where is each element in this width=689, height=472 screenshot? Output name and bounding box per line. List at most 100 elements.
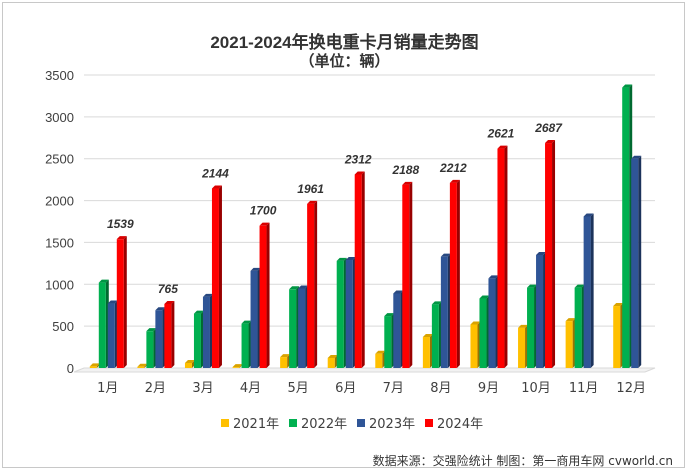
legend-swatch: [289, 419, 297, 427]
bar-top: [298, 285, 309, 289]
bar-side: [218, 185, 222, 368]
x-tick-label: 4月: [240, 381, 261, 396]
x-tick-label: 3月: [192, 381, 213, 396]
bar: [336, 260, 344, 368]
chart-floor: [73, 367, 656, 373]
x-tick-label: 5月: [287, 381, 308, 396]
bar: [470, 324, 478, 368]
bar: [250, 270, 258, 368]
bar: [232, 367, 240, 368]
bar-top: [527, 284, 538, 288]
bar-top: [583, 213, 594, 217]
bar: [479, 298, 487, 368]
bar-top: [146, 328, 157, 332]
bar: [307, 203, 315, 368]
bar: [583, 216, 591, 368]
bar-side: [361, 171, 365, 368]
bar-top: [289, 286, 300, 290]
bar: [155, 310, 163, 368]
x-tick-label: 7月: [383, 381, 404, 396]
bar-top: [497, 145, 508, 149]
bar: [527, 287, 535, 368]
bar-top: [250, 267, 261, 271]
bar: [631, 158, 639, 368]
bar-top: [137, 363, 148, 367]
legend-swatch: [221, 419, 229, 427]
legend-label: 2021年: [233, 417, 279, 432]
bar: [354, 174, 362, 368]
bar: [107, 303, 115, 368]
x-tick-label: 8月: [430, 381, 451, 396]
bar: [184, 362, 192, 368]
bar: [89, 366, 97, 368]
bar-top: [431, 301, 442, 305]
bar-top: [259, 222, 270, 226]
y-tick-label: 500: [52, 319, 74, 334]
bar-top: [470, 321, 481, 325]
bar-top: [232, 364, 243, 368]
bar: [280, 357, 288, 368]
bar-top: [354, 171, 365, 175]
bar-top: [89, 363, 100, 367]
data-label: 1539: [107, 217, 134, 231]
bar-top: [211, 185, 222, 189]
chart-subtitle: （单位：辆）: [299, 53, 390, 70]
bar-side: [171, 300, 175, 368]
bar: [402, 184, 410, 368]
bar-top: [345, 257, 356, 261]
bar-top: [98, 279, 109, 283]
data-label: 2687: [534, 121, 563, 135]
bar-side: [266, 222, 270, 368]
bar-top: [440, 253, 451, 257]
bar: [289, 289, 297, 368]
bar-top: [479, 295, 490, 299]
y-tick-label: 3500: [45, 68, 74, 83]
x-tick-label: 12月: [616, 381, 646, 396]
bar-top: [280, 354, 291, 358]
legend-label: 2022年: [301, 417, 347, 432]
bar: [98, 282, 106, 368]
bar-top: [336, 257, 347, 261]
bar: [431, 304, 439, 368]
bar-top: [202, 293, 213, 297]
bar: [536, 254, 544, 368]
bar: [384, 316, 392, 368]
bar: [211, 188, 219, 368]
bar: [259, 225, 267, 368]
data-label: 1961: [297, 182, 324, 196]
bar-top: [184, 359, 195, 363]
source-credit: 数据来源：交强险统计 制图：第一商用车网 cvworld.cn: [372, 454, 673, 468]
bar: [202, 296, 210, 368]
x-tick-label: 9月: [478, 381, 499, 396]
bar: [146, 331, 154, 368]
bar: [565, 321, 573, 368]
data-label: 765: [158, 282, 178, 296]
y-tick-label: 0: [67, 361, 74, 376]
legend-label: 2023年: [369, 417, 415, 432]
bar: [137, 366, 145, 368]
bar-top: [307, 200, 318, 204]
bar-top: [422, 334, 433, 338]
bar: [622, 87, 630, 369]
bar-top: [116, 236, 127, 240]
bar-top: [613, 303, 624, 307]
bar: [327, 357, 335, 368]
data-label: 2188: [391, 163, 419, 177]
data-label: 2144: [201, 167, 229, 181]
data-label: 2621: [487, 127, 515, 141]
bar-side: [456, 179, 460, 368]
bar-top: [384, 313, 395, 317]
bar-side: [552, 140, 556, 368]
y-tick-label: 3000: [45, 110, 74, 125]
bar-top: [193, 310, 204, 314]
bar-top: [518, 324, 529, 328]
bar-top: [622, 84, 633, 88]
bar: [613, 306, 621, 368]
bar-side: [314, 200, 318, 368]
bar-top: [536, 251, 547, 255]
bar-side: [409, 181, 413, 368]
bar: [116, 239, 124, 368]
y-tick-label: 1500: [45, 235, 74, 250]
data-label: 2312: [344, 152, 372, 166]
bar: [518, 327, 526, 368]
